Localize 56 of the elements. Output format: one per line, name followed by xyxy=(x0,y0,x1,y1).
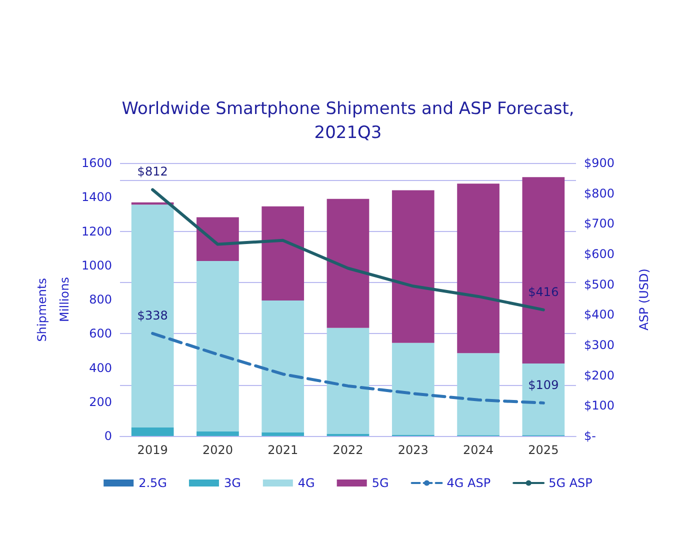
y-tick-label: 1200 xyxy=(81,224,112,238)
y-axis-title: Millions xyxy=(58,277,72,322)
bar xyxy=(196,260,239,432)
legend-label: 5G ASP xyxy=(548,476,592,490)
chart-title: Worldwide Smartphone Shipments and ASP Forecast, 2021Q3 xyxy=(122,99,574,143)
x-tick-label: 2022 xyxy=(332,443,364,457)
legend-label: 3G xyxy=(224,476,241,490)
bar xyxy=(131,204,174,428)
y-tick-label: 1600 xyxy=(81,156,112,170)
y2-tick-label: $100 xyxy=(584,398,615,413)
y-tick-label: 200 xyxy=(89,394,112,409)
bar xyxy=(457,184,500,354)
legend-label: 4G xyxy=(298,476,315,490)
y2-tick-label: $700 xyxy=(584,216,615,231)
data-label: $416 xyxy=(528,284,559,299)
bar xyxy=(196,217,239,261)
bar xyxy=(131,427,174,436)
bar xyxy=(326,328,370,434)
bar xyxy=(522,177,565,364)
y2-tick-label: $900 xyxy=(584,156,615,170)
data-label: $338 xyxy=(137,308,168,322)
x-tick-label: 2020 xyxy=(202,443,233,457)
y2-axis-title: ASP (USD) xyxy=(637,268,651,330)
y-tick-label: 1400 xyxy=(81,190,112,204)
x-tick-label: 2019 xyxy=(137,443,168,457)
bar xyxy=(457,353,500,436)
y-tick-label: 400 xyxy=(89,360,112,375)
bar xyxy=(196,431,239,436)
y-tick-label: 800 xyxy=(89,292,112,306)
data-label: $109 xyxy=(528,378,559,392)
y-tick-label: 0 xyxy=(104,429,112,443)
data-label: $812 xyxy=(137,164,168,179)
y2-tick-label: $600 xyxy=(584,247,615,261)
y2-tick-label: $800 xyxy=(584,186,615,200)
bar xyxy=(262,300,304,432)
bar xyxy=(262,432,304,436)
y2-tick-label: $400 xyxy=(584,308,615,322)
y-tick-label: 600 xyxy=(89,326,112,341)
x-tick-label: 2023 xyxy=(398,443,428,457)
bar xyxy=(326,198,370,328)
bar xyxy=(392,190,434,343)
legend-label: 5G xyxy=(372,476,389,490)
x-tick-label: 2025 xyxy=(528,443,559,457)
x-tick-label: 2024 xyxy=(463,443,494,457)
y2-tick-label: $- xyxy=(584,429,596,443)
y2-tick-label: $200 xyxy=(584,368,615,382)
y-tick-label: 1000 xyxy=(81,258,112,272)
text: Shipments xyxy=(35,278,49,342)
bar xyxy=(522,363,565,436)
bar xyxy=(392,342,434,435)
legend-label: 2.5G xyxy=(138,476,167,490)
y2-tick-label: $300 xyxy=(584,338,615,352)
x-tick-label: 2021 xyxy=(268,443,298,457)
bar xyxy=(262,206,304,301)
legend-label: 4G ASP xyxy=(446,476,491,490)
y2-tick-label: $500 xyxy=(584,277,615,292)
